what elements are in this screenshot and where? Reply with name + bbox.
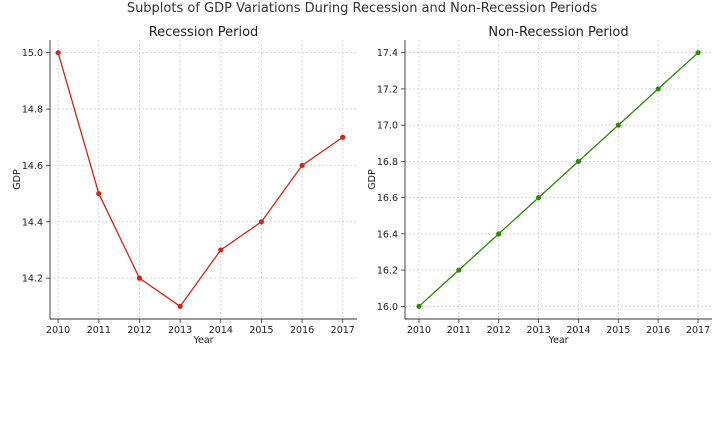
data-point [575,158,582,164]
data-point [218,247,224,253]
data-point [496,231,502,237]
y-tick-label: 16.0 [377,302,398,313]
data-point [655,86,661,92]
x-tick-label: 2013 [168,325,192,336]
gridlines [50,40,357,319]
x-tick-label: 2011 [447,325,471,336]
x-tick-label: 2013 [526,325,550,336]
y-tick-label: 16.8 [377,157,398,168]
data-point [615,122,621,128]
y-tick-label: 16.4 [377,229,398,240]
y-tick-label: 16.2 [377,266,398,277]
subplot-title: Recession Period [149,25,259,40]
y-tick-label: 14.6 [22,161,43,172]
x-tick-label: 2015 [249,325,273,336]
x-tick-label: 2012 [487,325,511,336]
x-tick-label: 2010 [46,325,70,336]
x-tick-label: 2010 [407,325,431,336]
y-axis-label: GDP [367,169,378,190]
y-tick-label: 14.2 [22,274,43,285]
figure-suptitle: Subplots of GDP Variations During Recess… [127,1,598,16]
x-tick-label: 2015 [606,325,630,336]
data-point [340,134,346,140]
data-point [177,303,183,309]
series-line [57,52,344,308]
data-point [535,195,542,201]
y-tick-label: 17.4 [377,48,398,59]
x-tick-label: 2017 [331,325,355,336]
data-point [136,275,143,281]
x-tick-label: 2016 [290,325,314,336]
data-point [456,267,462,273]
y-tick-label: 16.6 [377,193,398,204]
y-tick-label: 14.4 [22,217,43,228]
data-point [258,219,265,225]
series-line [418,52,699,307]
x-tick-label: 2017 [686,325,710,336]
x-tick-label: 2011 [87,325,111,336]
y-axis-label: GDP [12,169,23,190]
y-tick-label: 17.0 [377,121,398,132]
data-point [299,162,305,169]
x-tick-label: 2016 [646,325,670,336]
data-point [416,303,422,309]
x-tick-label: 2014 [209,325,233,336]
subplot-1: 2010 2011 2012 2013 2014 2015 2016 2017 14.2 14.4… [12,25,357,346]
x-tick-label: 2014 [566,325,590,336]
y-tick-label: 15.0 [22,48,43,59]
x-axis-label: Year [547,335,568,346]
data-point [695,50,701,56]
y-tick-label: 17.2 [377,84,398,95]
subplot-title: Non-Recession Period [488,25,628,40]
y-tick-label: 14.8 [22,105,43,116]
x-tick-label: 2012 [127,325,151,336]
subplot-2: 2010 2011 2012 2013 2014 2015 2016 2017 16.0 16.2… [367,25,712,346]
x-axis-label: Year [192,335,213,346]
data-point [55,50,61,56]
data-point [96,190,102,197]
